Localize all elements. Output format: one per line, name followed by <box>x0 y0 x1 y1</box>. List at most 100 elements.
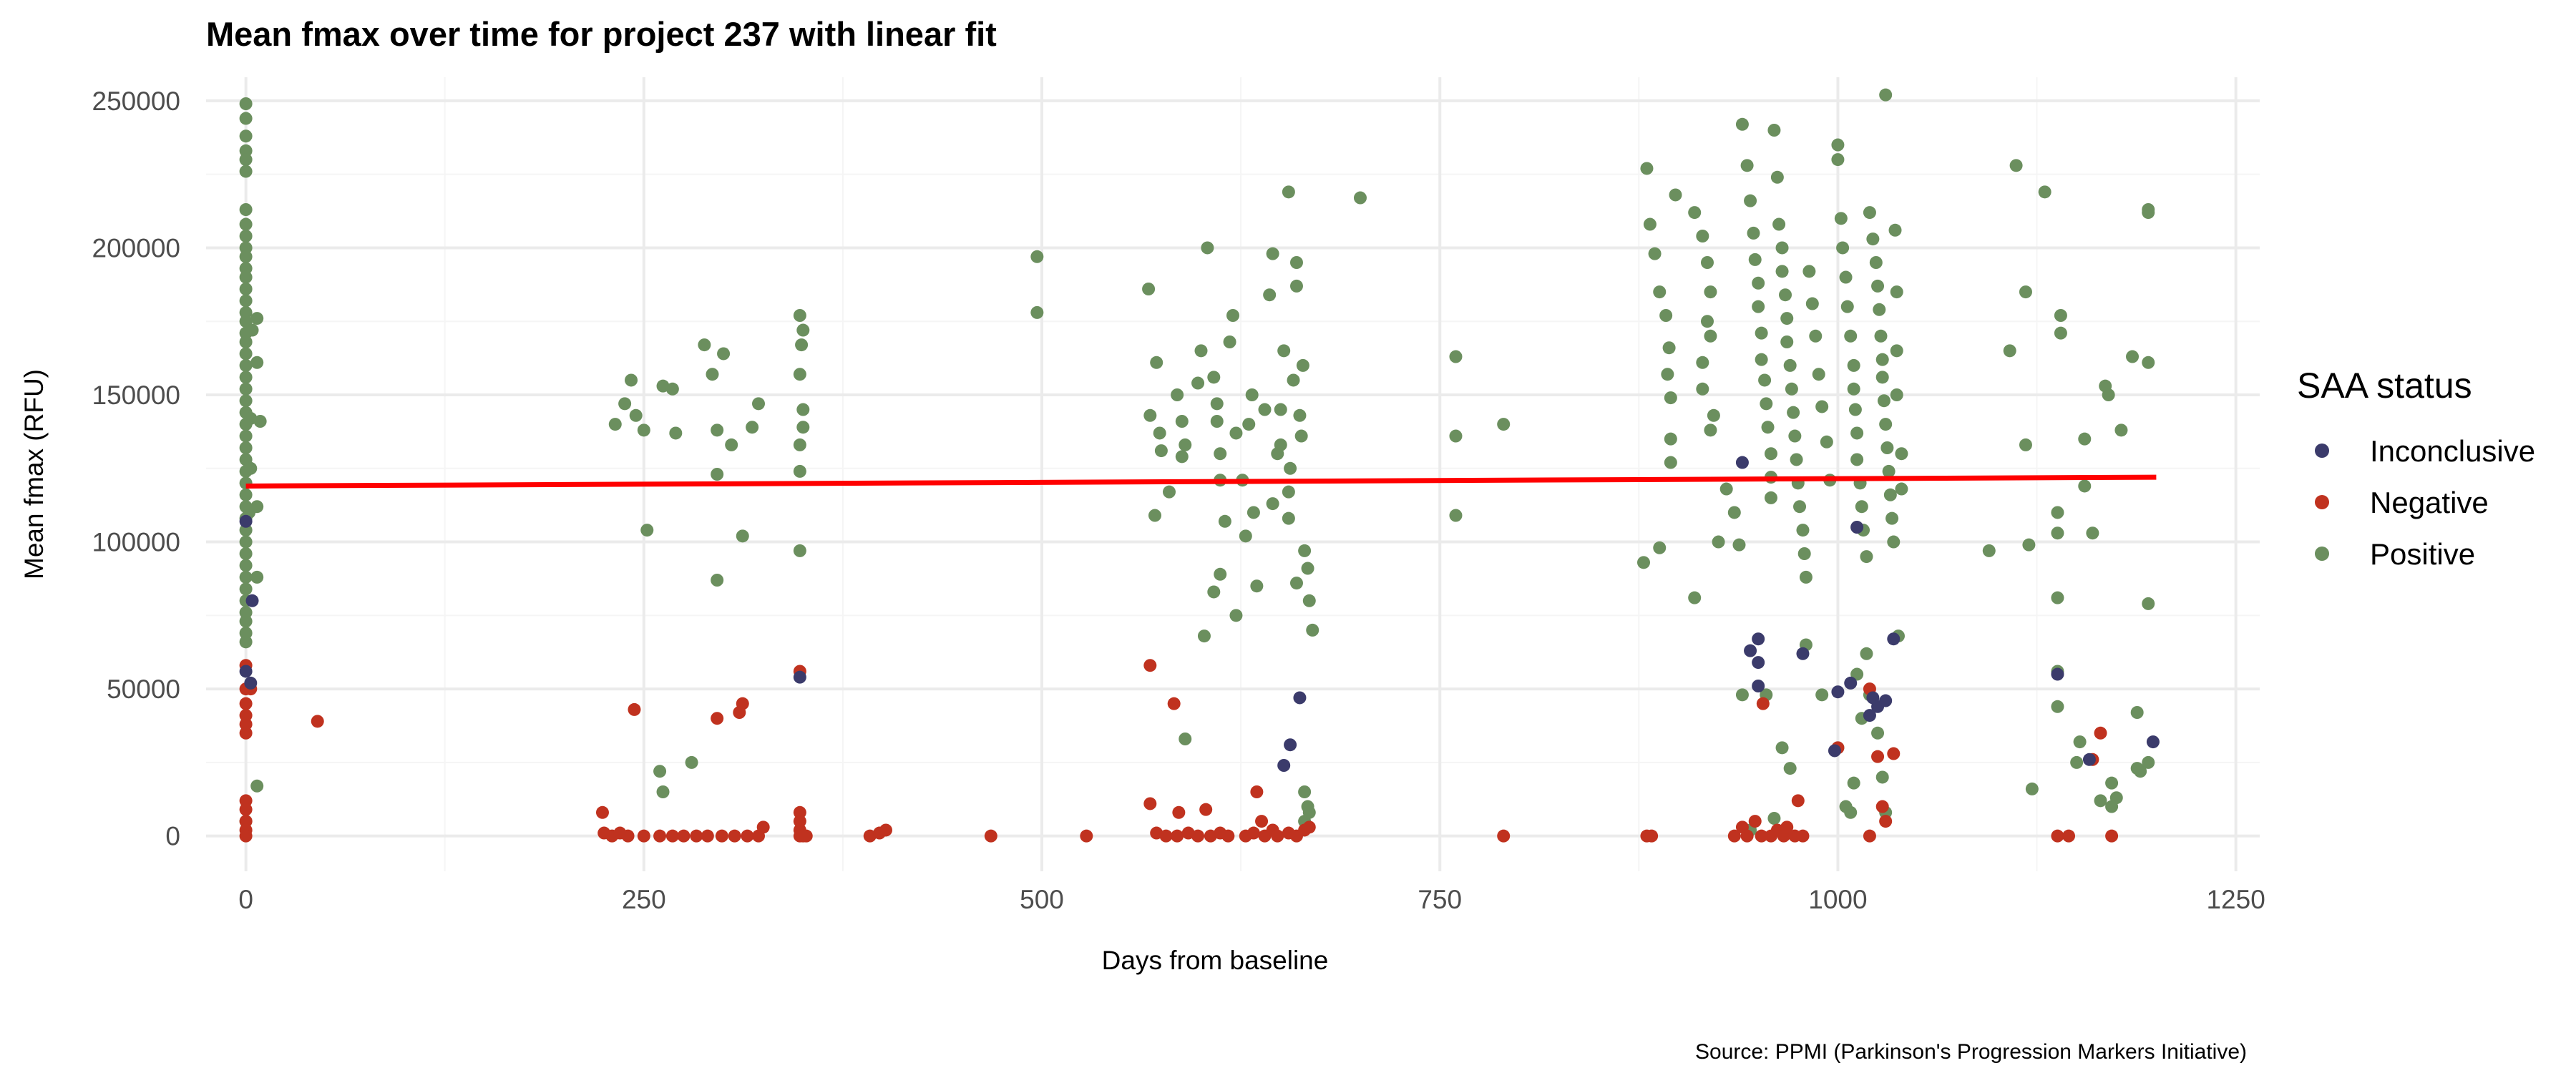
point-positive <box>1890 285 1903 299</box>
point-inconclusive <box>1277 759 1291 772</box>
point-inconclusive <box>1844 676 1858 690</box>
point-positive <box>1245 388 1259 401</box>
point-positive <box>1882 464 1896 478</box>
point-positive <box>1214 447 1227 461</box>
point-positive <box>1879 418 1893 431</box>
point-positive <box>1785 382 1798 396</box>
point-positive <box>1207 371 1221 384</box>
point-positive <box>239 241 253 255</box>
point-positive <box>239 230 253 242</box>
point-positive <box>1850 453 1864 466</box>
point-inconclusive <box>1850 521 1864 534</box>
point-inconclusive <box>1284 738 1297 752</box>
point-positive <box>1449 350 1463 363</box>
point-positive <box>656 785 670 798</box>
point-positive <box>1847 382 1860 396</box>
point-positive <box>1815 400 1829 413</box>
x-tick-label: 750 <box>1418 885 1462 914</box>
point-positive <box>1712 535 1725 549</box>
point-positive <box>1805 297 1819 310</box>
point-negative <box>2062 829 2076 843</box>
point-positive <box>1282 185 1295 199</box>
point-positive <box>1877 394 1890 408</box>
legend-label-negative: Negative <box>2370 486 2489 519</box>
point-positive <box>1700 256 1714 269</box>
point-inconclusive <box>1796 647 1810 660</box>
point-positive <box>1258 403 1272 416</box>
point-inconclusive <box>793 670 806 684</box>
point-positive <box>2078 432 2092 446</box>
point-negative <box>793 815 806 828</box>
point-positive <box>1664 391 1677 405</box>
point-positive <box>1669 188 1682 202</box>
point-negative <box>239 803 253 816</box>
point-positive <box>1293 408 1307 422</box>
point-positive <box>1879 88 1893 102</box>
point-positive <box>1775 241 1789 255</box>
point-inconclusive <box>1744 644 1757 657</box>
point-positive <box>1875 770 1889 784</box>
point-positive <box>1301 800 1314 813</box>
point-positive <box>1229 609 1243 622</box>
point-positive <box>1834 212 1848 225</box>
point-negative <box>793 805 806 819</box>
point-positive <box>1761 421 1775 434</box>
point-positive <box>239 547 253 560</box>
point-positive <box>1298 785 1312 798</box>
point-positive <box>1780 312 1794 325</box>
point-positive <box>250 500 264 514</box>
point-positive <box>618 397 632 411</box>
point-positive <box>1895 482 1908 496</box>
point-positive <box>239 570 253 584</box>
point-positive <box>1700 315 1714 328</box>
point-positive <box>2038 185 2051 199</box>
point-positive <box>1860 550 1873 564</box>
point-positive <box>1815 688 1829 702</box>
point-positive <box>2142 206 2155 220</box>
point-positive <box>239 283 253 295</box>
point-positive <box>1688 591 1702 604</box>
point-positive <box>1866 232 1880 246</box>
point-negative <box>1199 803 1213 816</box>
point-positive <box>1775 265 1789 278</box>
point-negative <box>1875 800 1889 813</box>
point-positive <box>1752 300 1765 313</box>
point-positive <box>1871 279 1885 293</box>
point-negative <box>984 829 997 843</box>
point-positive <box>239 97 253 110</box>
point-positive <box>239 358 253 372</box>
point-positive <box>239 382 253 396</box>
point-negative <box>711 712 724 725</box>
point-positive <box>1783 358 1797 372</box>
point-positive <box>250 570 264 584</box>
x-axis-ticks: 0 250 500 750 1000 1250 <box>238 885 2265 914</box>
point-negative <box>1191 829 1205 843</box>
point-inconclusive <box>1752 632 1765 646</box>
x-tick-label: 500 <box>1020 885 1064 914</box>
point-positive <box>793 309 806 322</box>
point-positive <box>2022 538 2036 552</box>
point-positive <box>1764 491 1777 504</box>
point-negative <box>239 794 253 808</box>
y-tick-label: 100000 <box>92 528 180 557</box>
point-inconclusive <box>245 594 259 607</box>
point-positive <box>1688 206 1702 220</box>
point-negative <box>736 697 749 710</box>
point-positive <box>1194 344 1208 358</box>
point-positive <box>711 423 724 437</box>
point-positive <box>1662 341 1676 355</box>
point-positive <box>1770 170 1784 184</box>
point-positive <box>793 544 806 557</box>
point-positive <box>1284 461 1297 475</box>
point-positive <box>669 426 683 440</box>
point-positive <box>1449 429 1463 443</box>
point-positive <box>746 421 759 434</box>
point-positive <box>1277 344 1291 358</box>
point-negative <box>595 805 609 819</box>
point-positive <box>1793 500 1807 514</box>
point-negative <box>1871 750 1885 763</box>
point-negative <box>239 709 253 722</box>
point-positive <box>1150 356 1163 369</box>
point-negative <box>2105 829 2119 843</box>
